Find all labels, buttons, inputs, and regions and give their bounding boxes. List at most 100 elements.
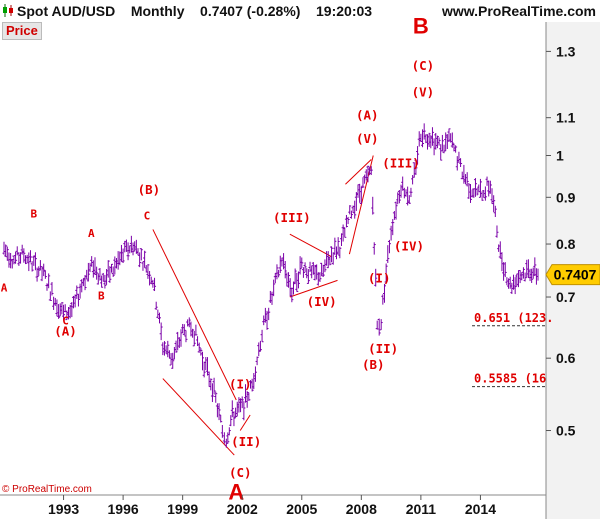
price-bar: [38, 260, 42, 271]
price-bar: [57, 304, 61, 319]
price-bar: [442, 144, 446, 154]
price-bar: [401, 176, 405, 191]
wave-label: (I): [368, 271, 391, 286]
price-bar: [235, 401, 239, 417]
wave-label: B: [98, 289, 105, 302]
price-bar: [30, 261, 34, 272]
price-panel-label: Price: [2, 22, 42, 40]
wave-label: (V): [356, 131, 379, 146]
price-bar: [348, 205, 352, 215]
x-axis: 1993 1996 1999 2002 2005 2008 2011 2014: [48, 495, 496, 517]
price-bar: [258, 340, 262, 352]
last-value: 0.7407: [200, 3, 243, 19]
price-bar: [498, 241, 502, 259]
price-bar: [295, 272, 299, 292]
y-tick-label: 0.5: [556, 423, 576, 439]
price-bar: [459, 158, 463, 167]
price-bar: [371, 196, 375, 215]
trendline: [152, 229, 237, 401]
price-bar: [290, 287, 294, 303]
price-bar: [503, 262, 507, 278]
price-bar: [363, 174, 367, 184]
price-bar: [321, 264, 325, 277]
price-bar: [86, 262, 90, 282]
price-bar: [464, 174, 468, 185]
price-bar: [110, 263, 114, 273]
price-bar: [209, 378, 213, 391]
price-bar: [192, 330, 196, 347]
price-box: [545, 264, 600, 286]
wave-label: (C): [412, 58, 435, 73]
price-bar: [144, 265, 148, 273]
price-bar: [434, 132, 438, 150]
price-bar: [245, 391, 249, 408]
wave-label: (III): [382, 156, 420, 171]
price-bar: [169, 353, 173, 366]
price-bar: [465, 172, 469, 187]
price-bar: [167, 350, 171, 359]
price-bar: [111, 266, 115, 277]
price-bar: [377, 318, 381, 336]
price-bar: [143, 250, 147, 268]
instrument-name: Spot AUD/USD: [17, 3, 116, 19]
price-bar: [331, 252, 335, 265]
price-bar: [80, 279, 84, 293]
price-bar: [35, 267, 39, 282]
price-bar: [108, 266, 112, 283]
price-bar: [250, 378, 254, 392]
price-bar: [285, 272, 289, 287]
wave-label: (A): [356, 107, 379, 122]
price-bar: [396, 192, 400, 205]
price-bar: [387, 239, 391, 254]
price-bar: [313, 264, 317, 281]
wave-label: (II): [368, 341, 398, 356]
price-bar: [229, 415, 233, 427]
price-bar: [366, 165, 370, 183]
price-bar: [531, 267, 535, 279]
price-bar: [513, 277, 517, 295]
price-bar: [5, 246, 9, 261]
price-bar: [234, 407, 238, 418]
x-tick-label: 2005: [286, 501, 317, 517]
price-bar: [475, 188, 479, 196]
price-bar: [505, 277, 509, 286]
price-bar: [101, 272, 105, 282]
site-url[interactable]: www.ProRealTime.com: [441, 3, 596, 19]
price-bar: [174, 340, 178, 353]
change-percent: (-0.28%): [246, 3, 301, 19]
price-bar: [275, 264, 279, 280]
header-left: Spot AUD/USD Monthly 0.7407 (-0.28%) 19:…: [2, 3, 372, 19]
price-bar: [323, 259, 327, 273]
price-bar: [272, 279, 276, 297]
price-bar: [406, 186, 410, 206]
price-bar: [375, 320, 379, 330]
price-bar: [521, 267, 525, 279]
price-bar: [42, 263, 46, 277]
price-bar: [181, 323, 185, 334]
price-bar: [19, 252, 23, 264]
y-tick-label: 1.3: [556, 43, 576, 59]
price-bar: [417, 131, 421, 147]
price-bar: [416, 146, 420, 165]
price-bar: [196, 336, 200, 347]
price-bar: [404, 189, 408, 197]
price-bar: [440, 134, 444, 152]
price-bar: [166, 340, 170, 358]
price-bar: [293, 268, 297, 285]
price-bar: [273, 272, 277, 284]
price-bar: [495, 225, 499, 238]
price-bar: [530, 268, 534, 283]
price-bar: [358, 183, 362, 203]
price-bar: [457, 151, 461, 163]
price-bar: [335, 246, 339, 260]
price-bar: [184, 330, 188, 343]
price-bar: [310, 265, 314, 279]
price-bar: [212, 377, 216, 395]
y-axis: 1.3 1.1 1 0.9 0.8 0.7 0.6 0.5: [546, 43, 576, 439]
price-bar: [27, 252, 31, 272]
price-bar: [48, 291, 52, 301]
price-bar: [432, 138, 436, 156]
price-bar: [359, 186, 363, 205]
wave-label: B: [30, 208, 37, 221]
